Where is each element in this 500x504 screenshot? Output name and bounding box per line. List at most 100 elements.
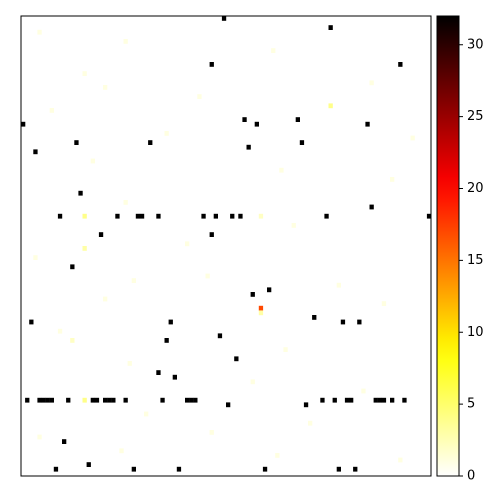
heatmap-cell <box>242 117 247 122</box>
heatmap-cell <box>340 319 346 325</box>
heatmap-cell <box>62 439 67 444</box>
heatmap-cell <box>381 301 387 306</box>
heatmap-cell <box>271 48 276 53</box>
heatmap-cell <box>291 223 296 228</box>
heatmap-cell <box>209 430 214 435</box>
heatmap-cell <box>336 282 341 288</box>
heatmap-cell <box>238 213 243 219</box>
heatmap-cell <box>299 140 305 145</box>
colorbar-tick-label: 25 <box>467 109 484 124</box>
heatmap-cell <box>258 310 264 316</box>
heatmap-cell <box>328 25 333 30</box>
colorbar-tick-label: 30 <box>467 37 484 52</box>
heatmap-cell <box>37 397 42 403</box>
heatmap-cell <box>135 213 141 219</box>
heatmap-cell <box>90 397 95 403</box>
heatmap-cell <box>98 232 104 237</box>
heatmap-cell <box>365 121 370 127</box>
heatmap-cell <box>57 328 63 334</box>
heatmap-cell <box>209 232 214 237</box>
heatmap-cell <box>349 397 354 403</box>
heatmap-cell <box>353 466 358 472</box>
heatmap-cell <box>37 434 42 440</box>
heatmap-cell <box>398 457 403 463</box>
heatmap-cell <box>201 213 206 219</box>
colorbar-tick-label: 5 <box>467 397 475 412</box>
colorbar-tick-label: 0 <box>467 469 475 484</box>
heatmap-cell <box>123 39 128 44</box>
heatmap-cell <box>213 213 218 219</box>
heatmap-cell <box>156 213 161 219</box>
heatmap-cell <box>205 273 210 279</box>
heatmap-cell <box>107 397 112 403</box>
heatmap-cell <box>390 177 395 182</box>
heatmap-cell <box>336 466 341 472</box>
heatmap-cell <box>226 402 231 408</box>
heatmap-cell <box>357 319 362 325</box>
heatmap-cell <box>426 213 432 219</box>
heatmap-cell <box>176 466 182 472</box>
heatmap-cell <box>332 397 337 403</box>
heatmap-cell <box>275 453 280 458</box>
heatmap-cell <box>209 62 214 67</box>
heatmap-cell <box>144 411 149 417</box>
heatmap-cell <box>33 149 38 155</box>
heatmap-cell <box>258 213 264 219</box>
heatmap-cell <box>123 200 128 205</box>
heatmap-cell <box>37 29 42 35</box>
heatmap-cell <box>49 108 54 113</box>
heatmap-cell <box>82 397 87 403</box>
colorbar-tick-label: 20 <box>467 181 484 196</box>
heatmap-cell <box>57 213 63 219</box>
heatmap-cell <box>111 397 116 403</box>
heatmap-cell <box>250 379 255 385</box>
heatmap-cell <box>103 397 108 403</box>
heatmap-cell <box>82 71 87 76</box>
heatmap-cell <box>66 397 71 403</box>
heatmap-cell <box>312 315 317 320</box>
heatmap-cell <box>103 296 108 302</box>
heatmap-cell <box>127 361 132 366</box>
heatmap-cell <box>369 80 374 86</box>
heatmap-cell <box>131 278 136 283</box>
colorbar-tick-label: 15 <box>467 253 484 268</box>
heatmap-cell <box>164 131 169 136</box>
heatmap-cell <box>369 204 374 210</box>
heatmap-cell <box>221 16 227 21</box>
heatmap-cell <box>70 338 75 343</box>
heatmap-cell <box>373 397 378 403</box>
heatmap-cell <box>21 121 26 127</box>
heatmap-cell <box>234 356 239 362</box>
heatmap-cell <box>189 397 194 403</box>
heatmap-cell <box>78 190 83 196</box>
heatmap-cell <box>246 144 251 150</box>
heatmap-cell <box>279 167 284 173</box>
heatmap-cell <box>295 117 300 122</box>
heatmap-cell <box>160 397 165 403</box>
heatmap-cell <box>33 255 38 260</box>
heatmap-cell <box>148 140 153 145</box>
heatmap-cell <box>402 397 407 403</box>
heatmap-cell <box>320 397 325 403</box>
heatmap-cell <box>258 305 264 311</box>
heatmap-cell <box>217 333 223 339</box>
heatmap-cell <box>254 121 259 127</box>
heatmap-cell <box>82 246 87 251</box>
colorbar <box>436 15 460 477</box>
heatmap-cell <box>303 402 309 408</box>
heatmap-cell <box>193 397 198 403</box>
heatmap-cell <box>103 85 108 90</box>
colorbar-tick-label: 10 <box>467 325 484 340</box>
heatmap-cell <box>41 397 46 403</box>
heatmap-cell <box>308 420 313 426</box>
heatmap-cell <box>123 397 128 403</box>
heatmap-cell <box>328 103 333 109</box>
heatmap-cell <box>398 62 403 67</box>
heatmap-cell <box>168 319 173 325</box>
heatmap-cell <box>53 466 59 472</box>
heatmap-cell <box>25 397 30 403</box>
heatmap-cell <box>197 94 202 99</box>
heatmap-cell <box>74 140 79 145</box>
heatmap-cell <box>410 135 415 141</box>
